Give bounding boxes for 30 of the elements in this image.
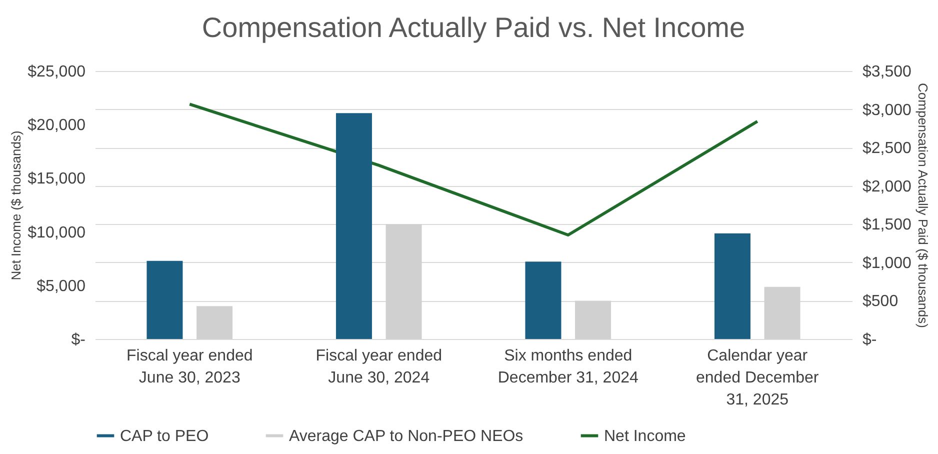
y-tick-label: $15,000 xyxy=(28,170,86,188)
x-tick-label: Fiscal year ended June 30, 2023 xyxy=(126,348,253,386)
y2-tick-label: $- xyxy=(862,332,877,348)
y2-tick-label: $500 xyxy=(862,293,898,310)
y-tick-label: $25,000 xyxy=(28,64,86,80)
line-series xyxy=(188,102,759,237)
x-tick-label: Calendar year ended December 31, 2025 xyxy=(696,348,820,408)
bar xyxy=(146,260,183,339)
legend-label: Average CAP to Non-PEO NEOs xyxy=(289,428,524,445)
y2-tick-label: $2,000 xyxy=(862,178,912,196)
y-tick-label: $- xyxy=(71,332,86,348)
x-tick-label: Fiscal year ended June 30, 2024 xyxy=(316,348,442,386)
bar xyxy=(336,113,372,339)
y-tick-label: $5,000 xyxy=(36,278,86,295)
y2-tick-label: $2,500 xyxy=(862,140,912,158)
y2-tick-label: $3,500 xyxy=(862,64,912,80)
y-tick-label: $10,000 xyxy=(28,224,86,242)
y2-tick-label: $1,500 xyxy=(862,216,912,234)
x-tick-label: Six months ended December 31, 2024 xyxy=(498,348,638,386)
legend-label: Net Income xyxy=(604,428,686,445)
y2-axis-title: Compensation Actually Paid ($ thousands) xyxy=(915,83,930,328)
bar xyxy=(714,233,750,339)
y-tick-label: $20,000 xyxy=(28,117,86,134)
y2-tick-label: $1,000 xyxy=(862,254,912,272)
y-axis-title: Net Income ($ thousands) xyxy=(8,130,24,280)
bar xyxy=(196,306,233,339)
bar xyxy=(525,262,562,339)
chart-title: Compensation Actually Paid vs. Net Income xyxy=(202,12,746,43)
y2-tick-label: $3,000 xyxy=(862,102,912,119)
legend-label: CAP to PEO xyxy=(120,428,209,445)
